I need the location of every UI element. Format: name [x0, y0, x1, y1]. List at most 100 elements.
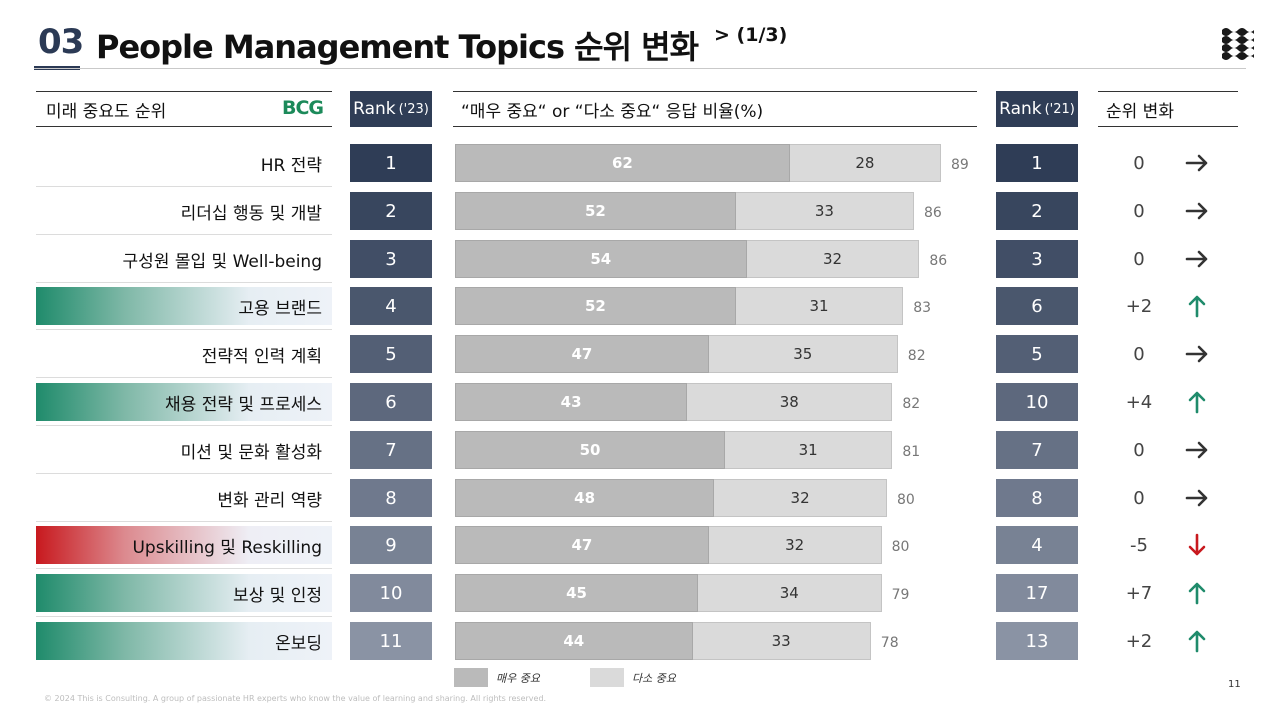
- bar-total-label: 82: [902, 396, 921, 412]
- bar-somewhat-important: 31: [735, 287, 904, 325]
- topic-label: 구성원 몰입 및 Well-being: [122, 251, 322, 272]
- bar-total-label: 82: [907, 348, 926, 364]
- rank23-badge: 7: [350, 431, 432, 469]
- bar-total-label: 81: [902, 444, 921, 460]
- bar-very-important: 54: [455, 240, 747, 278]
- rank21-header-label: Rank: [999, 99, 1042, 119]
- arrow-up-icon: [1180, 622, 1214, 660]
- rank23-badge: 2: [350, 192, 432, 230]
- arrow-right-icon: [1180, 479, 1214, 517]
- rank23-header-year: ('23): [398, 101, 429, 117]
- rank23-badge: 8: [350, 479, 432, 517]
- bar-very-important: 45: [455, 574, 698, 612]
- bar-somewhat-important: 32: [746, 240, 920, 278]
- bar-very-important: 62: [455, 144, 790, 182]
- bar-total-label: 89: [951, 157, 969, 173]
- bar-very-important: 50: [455, 431, 725, 469]
- rank-change-value: +4: [1125, 391, 1153, 413]
- topic-label: 전략적 인력 계획: [201, 346, 322, 367]
- rank21-badge: 7: [996, 431, 1078, 469]
- page-title: People Management Topics 순위 변화: [96, 28, 699, 66]
- bar-total-label: 78: [880, 635, 899, 651]
- bar-very-important: 43: [455, 383, 688, 421]
- topic-label: 변화 관리 역량: [217, 490, 322, 511]
- topic-label: Upskilling 및 Reskilling: [36, 526, 332, 564]
- waves-logo-icon: [1222, 28, 1254, 60]
- page-indicator: > (1/3): [714, 24, 788, 46]
- row-separator: [36, 282, 332, 283]
- row-separator: [36, 425, 332, 426]
- bar-very-important: 52: [455, 287, 736, 325]
- bar-total-label: 80: [891, 539, 910, 555]
- rank21-header-year: ('21): [1044, 101, 1075, 117]
- arrow-up-icon: [1180, 383, 1214, 421]
- arrow-right-icon: [1180, 192, 1214, 230]
- rank-change-value: 0: [1133, 487, 1145, 509]
- topic-label: 온보딩: [36, 622, 332, 660]
- legend-label-somewhat-important: 다소 중요: [632, 672, 676, 685]
- bar-somewhat-important: 28: [789, 144, 941, 182]
- section-number: 03: [38, 22, 84, 62]
- bar-total-label: 80: [897, 492, 915, 508]
- rank-change-value: -5: [1130, 534, 1148, 556]
- rank-change-value: 0: [1133, 248, 1145, 270]
- bar-total-label: 79: [891, 587, 910, 603]
- arrow-down-icon: [1180, 526, 1214, 564]
- topic-label: 고용 브랜드: [36, 287, 332, 325]
- rank21-column-header: Rank ('21): [996, 91, 1078, 127]
- chart-header-label: “매우 중요“ or “다소 중요“ 응답 비율(%): [461, 101, 764, 122]
- rank21-badge: 1: [996, 144, 1078, 182]
- topic-label: HR 전략: [260, 155, 322, 176]
- page-number: 11: [1228, 679, 1241, 690]
- row-separator: [36, 377, 332, 378]
- rank23-badge: 1: [350, 144, 432, 182]
- rank-change-value: 0: [1133, 152, 1145, 174]
- rank21-badge: 6: [996, 287, 1078, 325]
- row-separator: [36, 568, 332, 569]
- rank21-badge: 3: [996, 240, 1078, 278]
- bar-very-important: 47: [455, 335, 709, 373]
- bar-somewhat-important: 31: [725, 431, 893, 469]
- rank23-badge: 3: [350, 240, 432, 278]
- row-separator: [36, 329, 332, 330]
- bar-very-important: 44: [455, 622, 693, 660]
- arrow-right-icon: [1180, 144, 1214, 182]
- bar-total-label: 83: [913, 300, 932, 316]
- rank-change-value: +7: [1125, 582, 1153, 604]
- change-header-label: 순위 변화: [1106, 101, 1174, 122]
- rank21-badge: 2: [996, 192, 1078, 230]
- legend-swatch-somewhat-important: [590, 668, 624, 687]
- rank23-header-label: Rank: [353, 99, 396, 119]
- bar-very-important: 48: [455, 479, 715, 517]
- arrow-up-icon: [1180, 287, 1214, 325]
- rank23-badge: 10: [350, 574, 432, 612]
- bar-very-important: 47: [455, 526, 709, 564]
- bar-somewhat-important: 34: [698, 574, 882, 612]
- rank-change-value: 0: [1133, 439, 1145, 461]
- bar-somewhat-important: 32: [708, 526, 882, 564]
- rank-change-value: +2: [1125, 630, 1153, 652]
- rank-change-value: 0: [1133, 200, 1145, 222]
- bar-total-label: 86: [924, 205, 942, 221]
- topic-label: 미션 및 문화 활성화: [180, 442, 322, 463]
- importance-header-label: 미래 중요도 순위: [46, 101, 167, 122]
- bar-somewhat-important: 38: [687, 383, 893, 421]
- bar-very-important: 52: [455, 192, 736, 230]
- rank23-column-header: Rank ('23): [350, 91, 432, 127]
- bar-somewhat-important: 33: [692, 622, 871, 660]
- arrow-up-icon: [1180, 574, 1214, 612]
- rank-change-value: +2: [1125, 295, 1153, 317]
- rank21-badge: 10: [996, 383, 1078, 421]
- row-separator: [36, 186, 332, 187]
- rank21-badge: 5: [996, 335, 1078, 373]
- change-column-header: 순위 변화: [1098, 91, 1238, 127]
- chart-column-header: “매우 중요“ or “다소 중요“ 응답 비율(%): [453, 91, 977, 127]
- rank23-badge: 6: [350, 383, 432, 421]
- row-separator: [36, 234, 332, 235]
- rank23-badge: 5: [350, 335, 432, 373]
- row-separator: [36, 473, 332, 474]
- legend-swatch-very-important: [454, 668, 488, 687]
- arrow-right-icon: [1180, 240, 1214, 278]
- bar-somewhat-important: 32: [714, 479, 887, 517]
- rank21-badge: 17: [996, 574, 1078, 612]
